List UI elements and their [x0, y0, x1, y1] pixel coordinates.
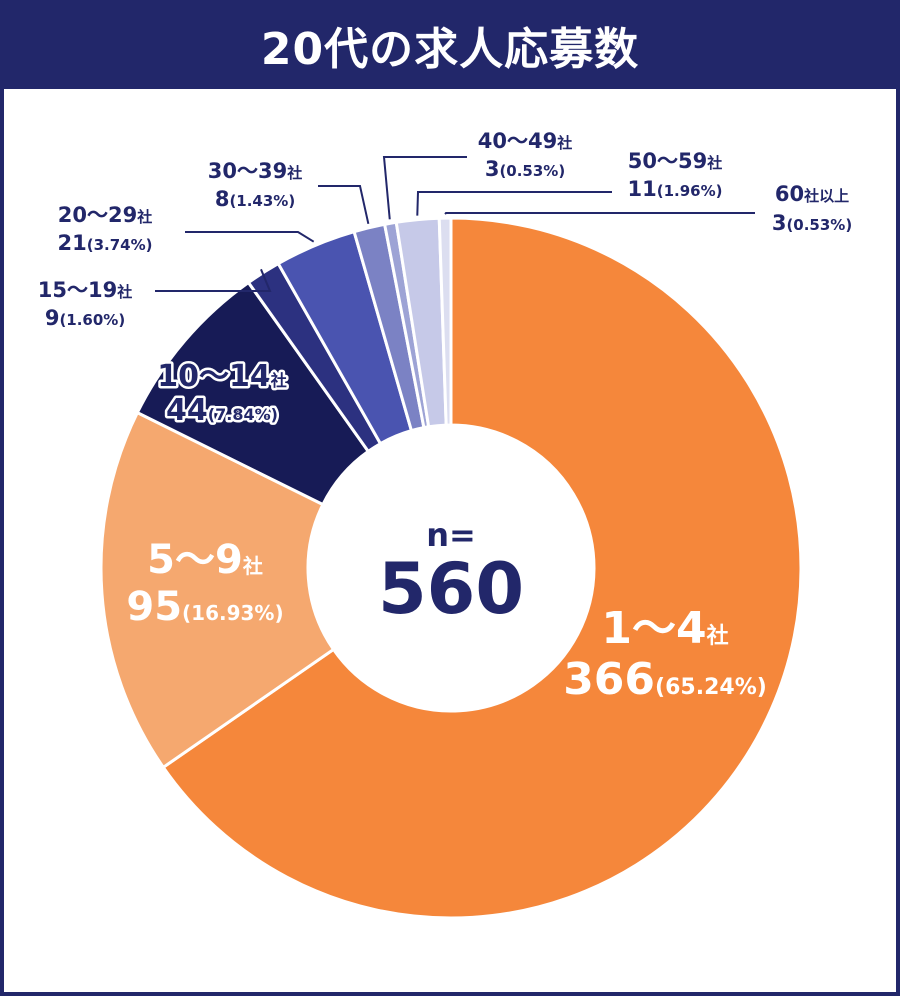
leader-line-3	[155, 268, 272, 292]
slice-label-1-4-category: 1〜4社	[601, 603, 728, 654]
slice-label-1-4-value: 366(65.24%)	[563, 654, 767, 705]
slice-label-5-9-value: 95(16.93%)	[126, 584, 283, 630]
center-total-value: 560	[378, 548, 524, 630]
outside-label-category-6: 40〜49社	[478, 129, 572, 153]
slice-label-10-14-value: 44(7.84%)	[166, 393, 278, 428]
center-n-label: n=	[426, 516, 476, 554]
donut-hole	[308, 425, 594, 711]
leader-line-6	[382, 156, 467, 220]
outside-label-category-5: 30〜39社	[208, 159, 302, 183]
slice-label-10-14-category: 10〜14社	[157, 359, 287, 394]
outside-label-value-5: 8(1.43%)	[215, 187, 295, 211]
outside-label-value-4: 21(3.74%)	[58, 231, 153, 255]
outside-label-category-7: 50〜59社	[628, 149, 722, 173]
leader-line-8	[444, 212, 755, 215]
outside-label-value-6: 3(0.53%)	[485, 157, 565, 181]
chart-header: 20代の求人応募数	[0, 0, 900, 89]
leader-line-4	[185, 231, 315, 243]
leader-line-5	[318, 185, 370, 224]
chart-title: 20代の求人応募数	[260, 23, 640, 75]
outside-label-value-3: 9(1.60%)	[45, 306, 125, 330]
slice-label-5-9-category: 5〜9社	[147, 537, 263, 583]
leader-line-7	[416, 191, 612, 216]
outside-label-value-8: 3(0.53%)	[772, 211, 852, 235]
outside-label-category-3: 15〜19社	[38, 278, 132, 302]
outside-label-category-8: 60社以上	[775, 182, 849, 206]
outside-label-category-4: 20〜29社	[58, 203, 152, 227]
outside-label-value-7: 11(1.96%)	[628, 177, 723, 201]
